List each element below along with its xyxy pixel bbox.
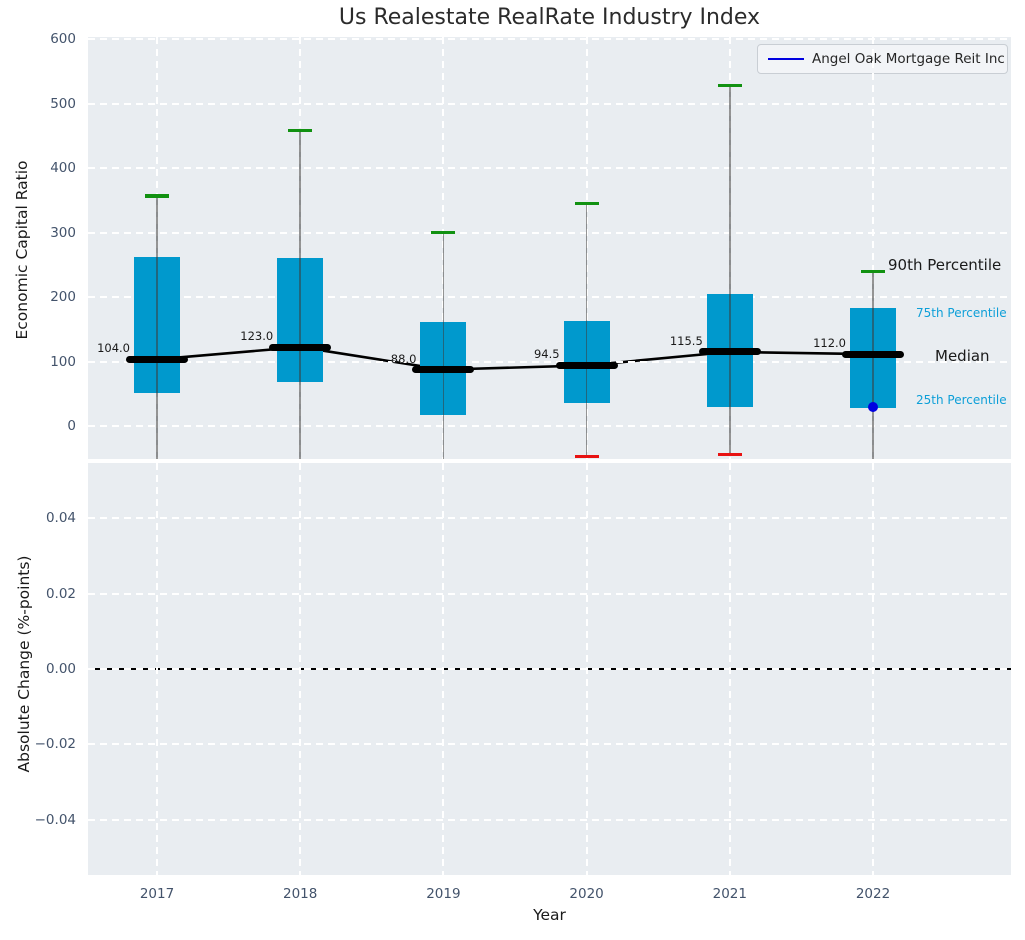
cap-90th-percentile-2018 <box>288 129 313 133</box>
cap-10th-percentile-2020 <box>574 455 599 459</box>
whisker-2019 <box>442 232 445 459</box>
median-bar-2017 <box>126 355 188 363</box>
median-bar-2018 <box>269 343 332 351</box>
gridline-horizontal <box>88 102 1011 105</box>
cap-10th-percentile-2021 <box>717 452 742 456</box>
gridline-horizontal <box>88 360 1011 363</box>
y-tick-label-top: 300 <box>50 224 76 241</box>
whisker-2017 <box>156 196 158 459</box>
median-bar-2021 <box>698 348 761 356</box>
cap-90th-percentile-2022 <box>861 269 885 274</box>
gridline-horizontal <box>88 231 1011 234</box>
annotation-median: Median <box>935 347 990 366</box>
y-tick-label-bottom: −0.04 <box>34 811 76 828</box>
x-tick-label-year: 2017 <box>139 886 175 902</box>
whisker-2021 <box>729 85 731 455</box>
gridline-horizontal <box>88 167 1011 170</box>
cap-90th-percentile-2019 <box>431 231 456 235</box>
annotation-90th-percentile: 90th Percentile <box>888 256 1002 275</box>
y-tick-label-bottom: −0.02 <box>34 736 76 753</box>
y-tick-label-top: 600 <box>50 31 76 48</box>
x-axis-label: Year <box>533 906 566 924</box>
y-tick-label-top: 200 <box>50 289 76 306</box>
gridline-horizontal <box>88 517 1011 520</box>
y-axis-label-top: Economic Capital Ratio <box>13 160 31 340</box>
x-tick-label-year: 2021 <box>712 886 747 902</box>
x-tick-label-year: 2019 <box>426 886 461 902</box>
y-tick-label-top: 0 <box>67 418 76 435</box>
gridline-vertical <box>728 463 731 875</box>
legend-label: Angel Oak Mortgage Reit Inc <box>812 51 1005 67</box>
median-value-label-2019: 88.0 <box>390 351 417 366</box>
chart-title: Us Realestate RealRate Industry Index <box>338 5 761 30</box>
x-tick-label-year: 2022 <box>855 886 891 902</box>
gridline-horizontal <box>88 296 1011 299</box>
gridline-horizontal <box>88 743 1011 746</box>
y-tick-label-top: 500 <box>50 95 76 112</box>
x-tick-label-year: 2020 <box>569 886 604 902</box>
median-value-label-2020: 94.5 <box>533 347 560 362</box>
median-value-label-2017: 104.0 <box>97 341 130 356</box>
median-bar-2020 <box>555 361 618 369</box>
gridline-horizontal <box>88 668 1011 670</box>
whisker-2020 <box>585 203 588 457</box>
gridline-horizontal <box>88 38 1011 41</box>
median-value-label-2021: 115.5 <box>669 333 703 348</box>
cap-90th-percentile-2017 <box>145 194 169 198</box>
gridline-horizontal <box>88 818 1011 821</box>
y-tick-label-top: 100 <box>50 353 76 370</box>
x-tick-label-year: 2018 <box>283 886 318 902</box>
company-data-point <box>868 402 878 413</box>
gridline-vertical <box>872 37 874 459</box>
gridline-horizontal <box>88 425 1011 428</box>
cap-90th-percentile-2021 <box>717 84 742 88</box>
y-tick-label-top: 400 <box>50 160 76 177</box>
gridline-vertical <box>442 463 445 875</box>
median-value-label-2018: 123.0 <box>240 329 274 344</box>
median-bar-2019 <box>412 366 475 374</box>
whisker-2018 <box>299 130 301 459</box>
median-bar-2022 <box>842 350 904 358</box>
y-tick-label-bottom: 0.04 <box>45 510 76 527</box>
legend: Angel Oak Mortgage Reit Inc <box>757 44 1008 74</box>
cap-90th-percentile-2020 <box>574 202 599 206</box>
gridline-horizontal <box>88 592 1011 595</box>
bottom-axes-absolute-change <box>88 463 1011 875</box>
top-axes-economic-capital-ratio: Angel Oak Mortgage Reit Inc 104.0 123.0 88… <box>88 37 1011 459</box>
legend-line-swatch <box>768 58 804 60</box>
y-tick-label-bottom: 0.00 <box>45 661 76 677</box>
gridline-vertical <box>299 463 302 875</box>
annotation-25th-percentile: 25th Percentile <box>916 392 1007 407</box>
annotation-75th-percentile: 75th Percentile <box>916 305 1007 320</box>
median-value-label-2022: 112.0 <box>813 336 846 351</box>
gridline-vertical <box>872 463 874 875</box>
gridline-vertical <box>585 463 588 875</box>
whisker-2022 <box>872 271 874 459</box>
y-tick-label-bottom: 0.02 <box>45 585 76 602</box>
gridline-vertical <box>156 463 158 875</box>
